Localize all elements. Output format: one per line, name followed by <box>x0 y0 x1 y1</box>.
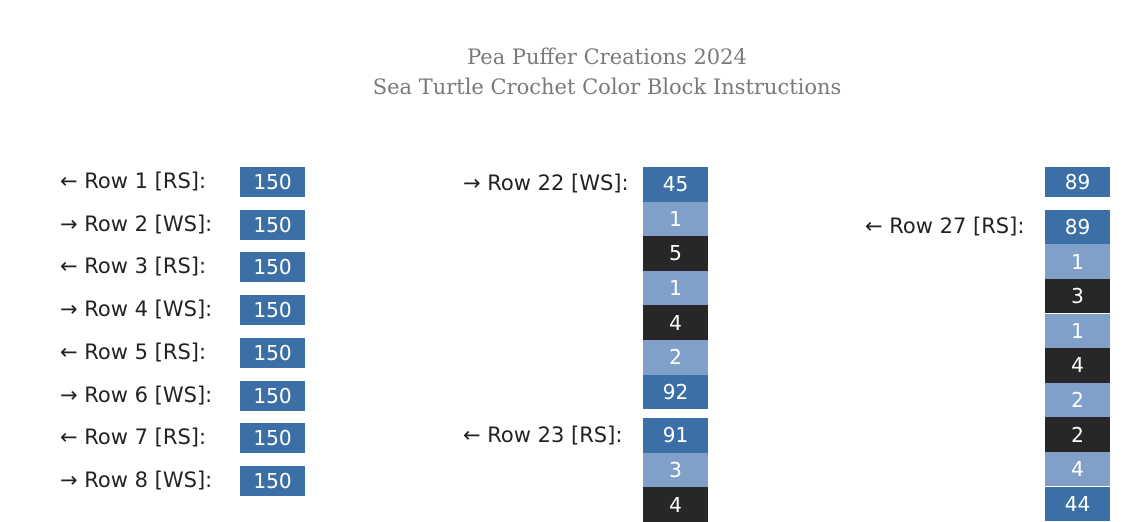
stitch-block: 89 <box>1045 209 1110 245</box>
stitch-block: 1 <box>1045 313 1110 349</box>
row-label: → Row 8 [WS]: <box>60 467 213 492</box>
stitch-block: 1 <box>1045 244 1110 279</box>
stitch-block: 4 <box>643 487 708 522</box>
stitch-block: 1 <box>643 201 708 237</box>
stitch-block: 5 <box>643 236 708 271</box>
row-label: ← Row 7 [RS]: <box>60 425 207 450</box>
stitch-block: 2 <box>1045 417 1110 452</box>
row-label: → Row 22 [WS]: <box>463 171 629 196</box>
row-label: ← Row 3 [RS]: <box>60 254 207 279</box>
stitch-block: 4 <box>1045 348 1110 383</box>
stitch-block: 4 <box>1045 451 1110 487</box>
row-label: → Row 2 [WS]: <box>60 211 213 236</box>
row-label: → Row 6 [WS]: <box>60 382 213 407</box>
stitch-block: 150 <box>240 209 305 240</box>
stitch-block: 150 <box>240 337 305 368</box>
stitch-block: 44 <box>1045 486 1110 522</box>
stitch-block: 91 <box>643 418 708 453</box>
page: Pea Puffer Creations 2024 Sea Turtle Cro… <box>60 45 1110 522</box>
stitch-block: 3 <box>1045 278 1110 314</box>
row-label: ← Row 23 [RS]: <box>463 422 623 447</box>
stitch-block: 89 <box>1045 167 1110 197</box>
stitch-block: 150 <box>240 167 305 197</box>
stitch-block: 3 <box>643 452 708 488</box>
stitch-block: 2 <box>643 340 708 375</box>
subtitle: Sea Turtle Crochet Color Block Instructi… <box>372 75 842 99</box>
stitch-block: 150 <box>240 423 305 454</box>
title: Pea Puffer Creations 2024 <box>467 45 747 69</box>
stitch-block: 150 <box>240 465 305 496</box>
row-label: ← Row 5 [RS]: <box>60 339 207 364</box>
row-label: → Row 4 [WS]: <box>60 297 213 322</box>
row-label: ← Row 1 [RS]: <box>60 169 207 193</box>
stitch-block: 150 <box>240 380 305 411</box>
stitch-block: 4 <box>643 305 708 340</box>
stitch-block: 2 <box>1045 382 1110 418</box>
stitch-block: 45 <box>643 167 708 202</box>
row-label: ← Row 27 [RS]: <box>865 214 1025 238</box>
stitch-block: 150 <box>240 252 305 283</box>
stitch-block: 92 <box>643 374 708 410</box>
stitch-block: 150 <box>240 295 305 326</box>
stitch-block: 1 <box>643 270 708 306</box>
